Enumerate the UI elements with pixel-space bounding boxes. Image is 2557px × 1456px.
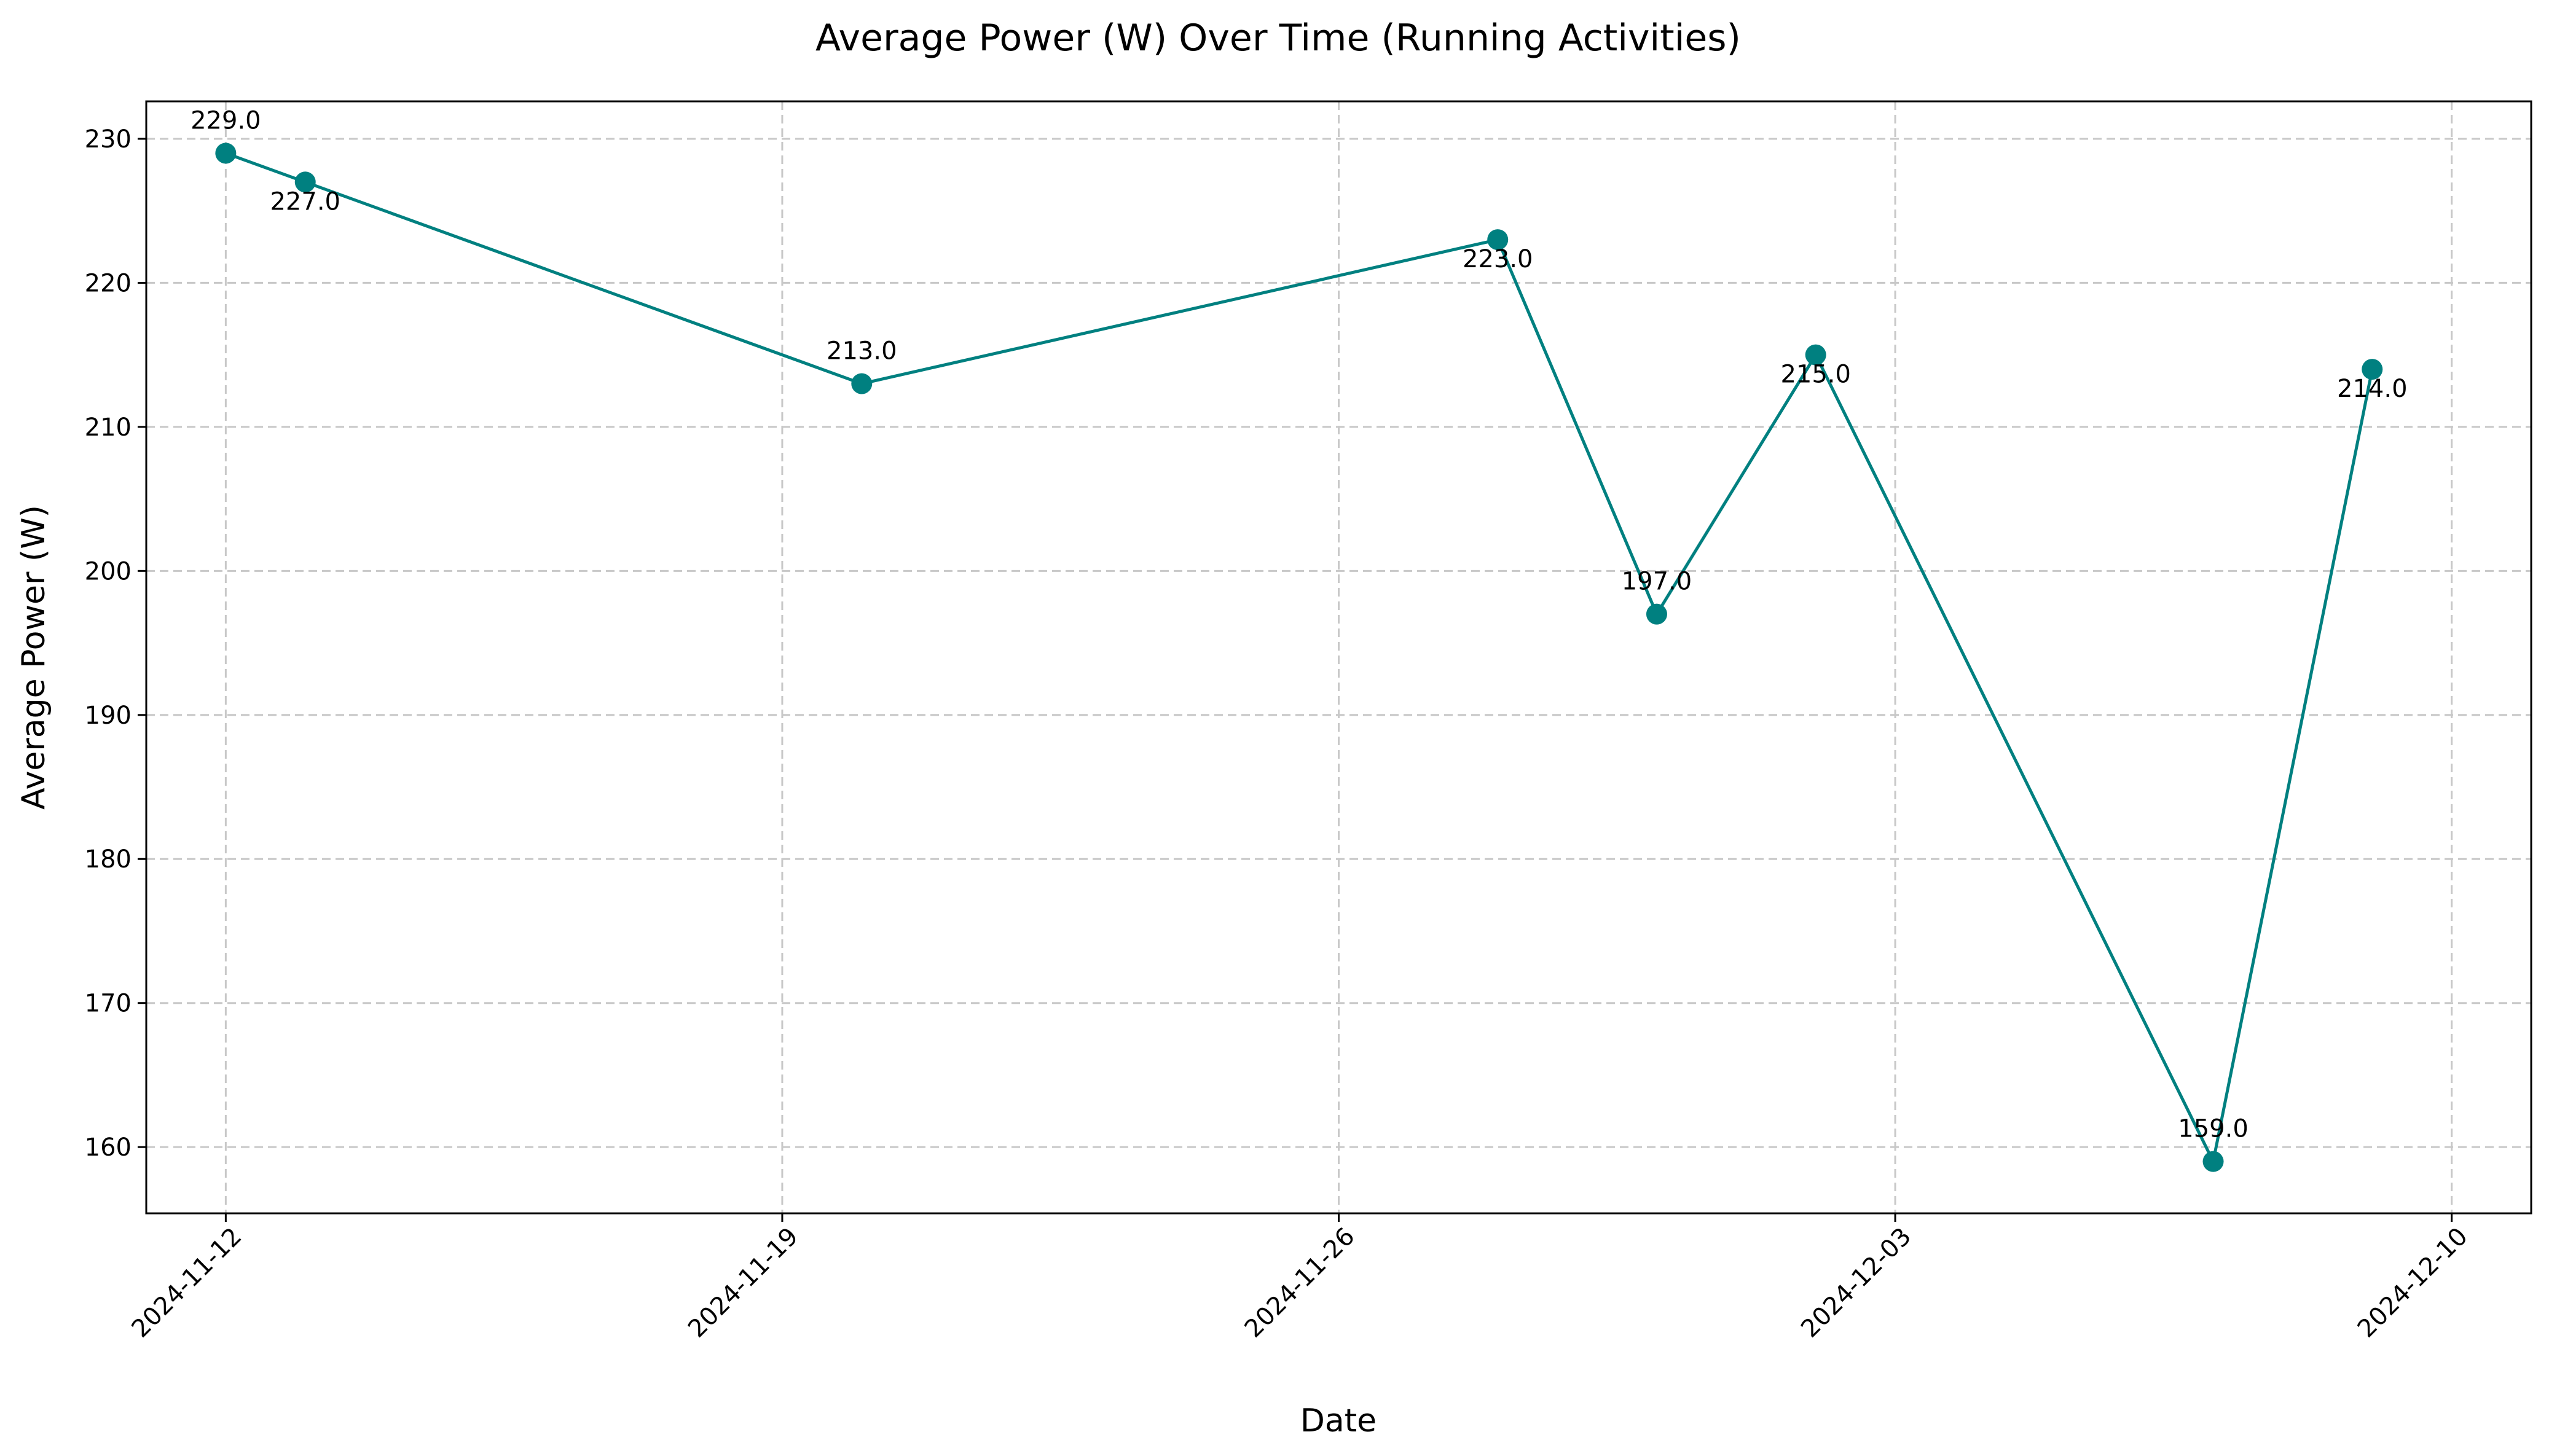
x-tick-label: 2024-11-26: [1239, 1223, 1361, 1344]
x-tick-label: 2024-11-19: [683, 1223, 804, 1344]
y-axis-label: Average Power (W): [15, 505, 52, 810]
data-point: [294, 171, 316, 193]
x-axis-label: Date: [1300, 1403, 1377, 1439]
axis-ticks: 160 170 180 190 200 210 220 230 2024-11-12 2024-1…: [85, 125, 2473, 1343]
series-line: [225, 152, 2374, 1164]
y-tick-label: 180: [85, 845, 132, 874]
grid-lines: [146, 101, 2531, 1213]
y-tick-label: 200: [85, 557, 132, 585]
data-label: 227.0: [270, 187, 340, 216]
chart-title: Average Power (W) Over Time (Running Act…: [815, 17, 1741, 60]
y-tick-label: 210: [85, 413, 132, 442]
data-point: [851, 373, 873, 394]
y-tick-label: 230: [85, 125, 132, 154]
y-tick-label: 170: [85, 990, 132, 1018]
y-tick-label: 190: [85, 702, 132, 730]
y-tick-label: 160: [85, 1133, 132, 1162]
data-point: [215, 143, 237, 164]
data-label: 214.0: [2337, 375, 2408, 403]
data-label: 215.0: [1780, 361, 1851, 389]
data-label: 223.0: [1463, 245, 1533, 273]
x-tick-label: 2024-12-03: [1796, 1223, 1917, 1344]
data-point: [1646, 603, 1667, 625]
data-label: 197.0: [1622, 568, 1692, 596]
y-tick-label: 220: [85, 269, 132, 297]
x-tick-label: 2024-11-12: [127, 1223, 248, 1344]
series: 229.0 227.0 213.0 223.0 197.0 215.0 159.0 214.0: [190, 106, 2408, 1172]
data-point: [2202, 1151, 2224, 1172]
data-label: 229.0: [190, 106, 261, 135]
data-point: [2362, 359, 2383, 380]
data-label: 213.0: [827, 337, 897, 366]
x-tick-label: 2024-12-10: [2352, 1223, 2473, 1344]
data-label: 159.0: [2178, 1115, 2249, 1143]
data-point: [1805, 344, 1826, 366]
data-point: [1487, 229, 1509, 251]
